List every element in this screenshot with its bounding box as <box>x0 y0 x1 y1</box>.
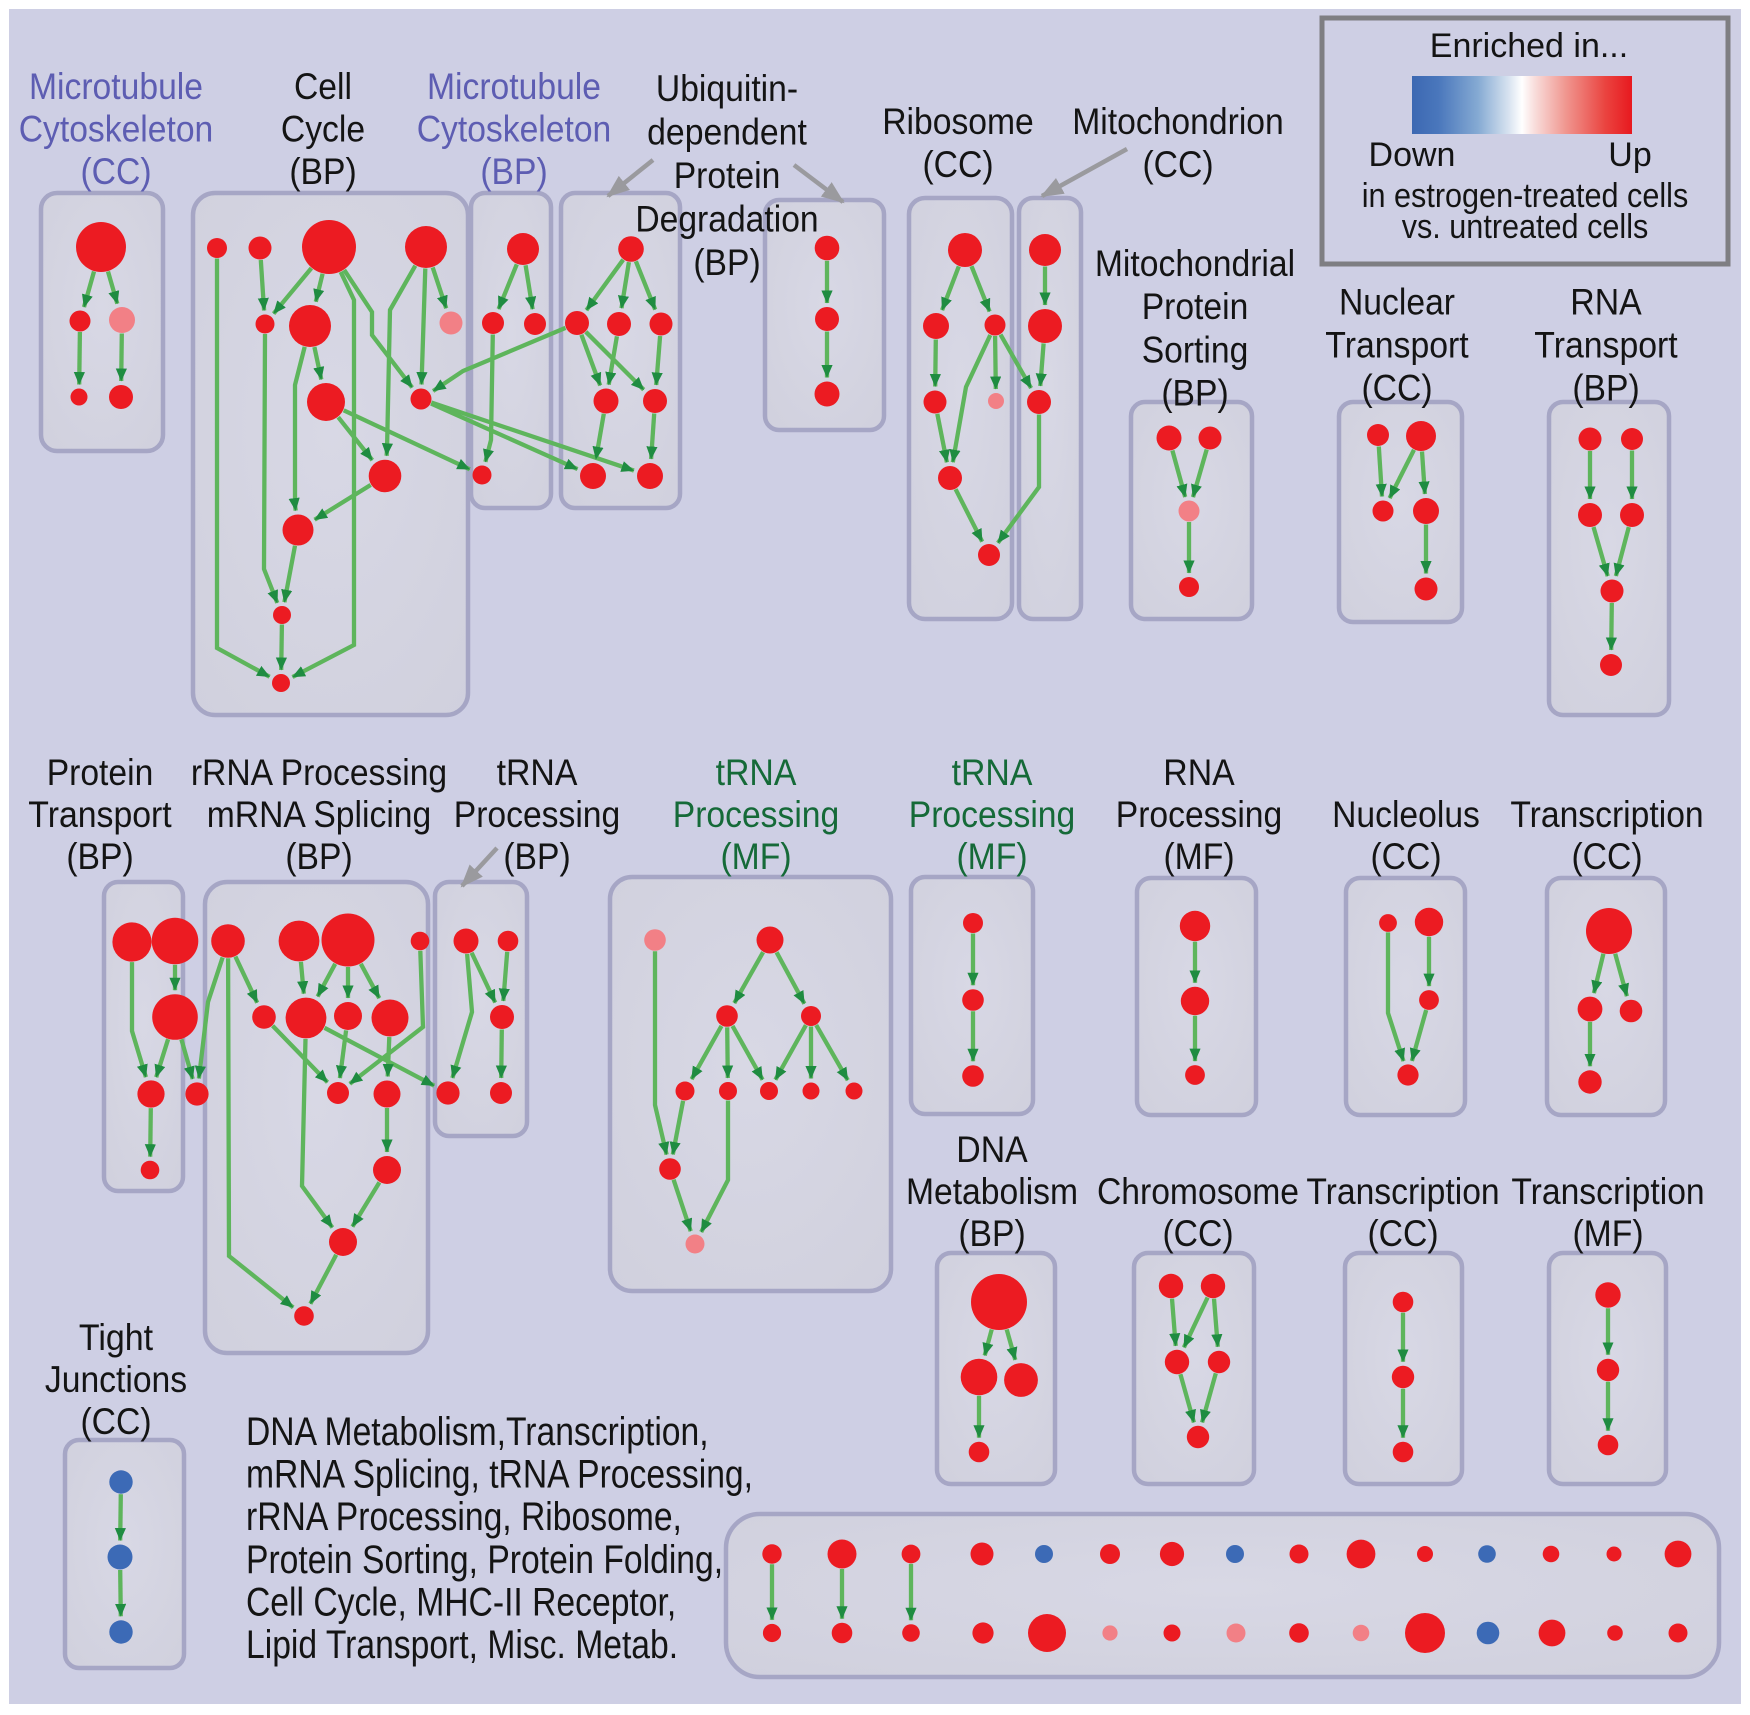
svg-text:Degradation: Degradation <box>635 198 818 240</box>
svg-text:(CC): (CC) <box>1142 143 1213 185</box>
svg-text:RNA: RNA <box>1570 281 1641 323</box>
svg-text:Cell: Cell <box>294 65 352 107</box>
svg-text:Cytoskeleton: Cytoskeleton <box>417 108 612 150</box>
svg-text:(CC): (CC) <box>1361 367 1432 409</box>
svg-text:rRNA Processing: rRNA Processing <box>191 751 447 793</box>
svg-text:mRNA Splicing, tRNA Processing: mRNA Splicing, tRNA Processing, <box>246 1453 753 1497</box>
svg-text:Mitochondrial: Mitochondrial <box>1095 242 1295 284</box>
svg-text:Transport: Transport <box>1534 324 1678 366</box>
svg-text:Processing: Processing <box>1116 793 1283 835</box>
svg-text:Processing: Processing <box>909 793 1076 835</box>
svg-text:(CC): (CC) <box>1571 835 1642 877</box>
svg-text:RNA: RNA <box>1163 751 1234 793</box>
svg-text:(MF): (MF) <box>1572 1212 1643 1254</box>
svg-text:DNA: DNA <box>956 1128 1027 1170</box>
svg-text:(CC): (CC) <box>1370 835 1441 877</box>
svg-text:Cycle: Cycle <box>281 108 365 150</box>
svg-text:in estrogen-treated cells: in estrogen-treated cells <box>1362 177 1689 215</box>
svg-text:rRNA Processing, Ribosome,: rRNA Processing, Ribosome, <box>246 1495 682 1539</box>
svg-text:tRNA: tRNA <box>497 751 578 793</box>
svg-text:(CC): (CC) <box>922 143 993 185</box>
svg-text:(BP): (BP) <box>480 150 547 192</box>
svg-text:(BP): (BP) <box>1161 372 1228 414</box>
svg-text:Chromosome: Chromosome <box>1097 1170 1299 1212</box>
svg-text:(CC): (CC) <box>80 150 151 192</box>
svg-text:DNA Metabolism,Transcription,: DNA Metabolism,Transcription, <box>246 1410 709 1454</box>
svg-text:(BP): (BP) <box>289 150 356 192</box>
svg-text:(CC): (CC) <box>80 1400 151 1442</box>
svg-text:(BP): (BP) <box>503 835 570 877</box>
svg-text:(CC): (CC) <box>1367 1212 1438 1254</box>
svg-text:Up: Up <box>1608 136 1651 174</box>
svg-text:Nuclear: Nuclear <box>1339 281 1455 323</box>
svg-text:Transport: Transport <box>28 793 172 835</box>
svg-text:(CC): (CC) <box>1162 1212 1233 1254</box>
svg-text:vs. untreated cells: vs. untreated cells <box>1402 208 1649 246</box>
svg-text:Protein: Protein <box>674 154 781 196</box>
svg-text:Transcription: Transcription <box>1510 793 1703 835</box>
svg-text:(MF): (MF) <box>720 835 791 877</box>
svg-text:(BP): (BP) <box>958 1212 1025 1254</box>
svg-text:(BP): (BP) <box>66 835 133 877</box>
svg-text:(MF): (MF) <box>1163 835 1234 877</box>
svg-text:dependent: dependent <box>647 111 807 153</box>
svg-text:Processing: Processing <box>673 793 840 835</box>
svg-text:Transcription: Transcription <box>1306 1170 1499 1212</box>
svg-text:Ubiquitin-: Ubiquitin- <box>656 67 798 109</box>
svg-text:(BP): (BP) <box>693 241 760 283</box>
svg-text:mRNA Splicing: mRNA Splicing <box>207 793 432 835</box>
svg-text:Down: Down <box>1369 136 1456 174</box>
svg-text:Nucleolus: Nucleolus <box>1332 793 1480 835</box>
svg-text:(BP): (BP) <box>1572 367 1639 409</box>
svg-text:Microtubule: Microtubule <box>427 65 601 107</box>
svg-text:Ribosome: Ribosome <box>882 100 1034 142</box>
svg-text:Tight: Tight <box>79 1316 154 1358</box>
svg-text:Sorting: Sorting <box>1142 328 1249 370</box>
svg-text:Lipid Transport, Misc. Metab.: Lipid Transport, Misc. Metab. <box>246 1623 678 1667</box>
svg-text:Transport: Transport <box>1325 324 1469 366</box>
svg-text:tRNA: tRNA <box>952 751 1033 793</box>
svg-text:Protein Sorting, Protein Foldi: Protein Sorting, Protein Folding, <box>246 1538 723 1582</box>
svg-text:Junctions: Junctions <box>45 1358 187 1400</box>
svg-text:tRNA: tRNA <box>716 751 797 793</box>
svg-text:Processing: Processing <box>454 793 621 835</box>
svg-text:Cytoskeleton: Cytoskeleton <box>19 108 214 150</box>
svg-text:Metabolism: Metabolism <box>906 1170 1078 1212</box>
svg-text:Transcription: Transcription <box>1511 1170 1704 1212</box>
svg-text:Microtubule: Microtubule <box>29 65 203 107</box>
svg-text:Cell Cycle, MHC-II Receptor,: Cell Cycle, MHC-II Receptor, <box>246 1580 676 1624</box>
svg-text:Mitochondrion: Mitochondrion <box>1072 100 1284 142</box>
svg-text:(BP): (BP) <box>285 835 352 877</box>
svg-text:(MF): (MF) <box>956 835 1027 877</box>
svg-text:Protein: Protein <box>47 751 154 793</box>
svg-text:Protein: Protein <box>1142 285 1249 327</box>
svg-text:Enriched in...: Enriched in... <box>1430 27 1628 65</box>
